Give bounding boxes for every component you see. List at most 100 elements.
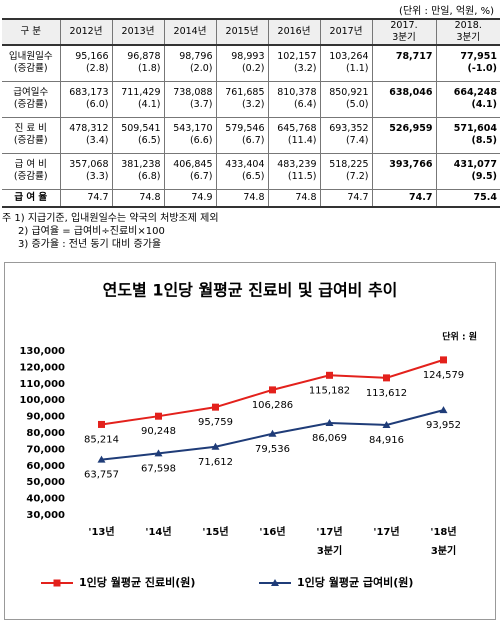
data-label: 67,598 [141,463,176,474]
cell-change: (-1.0) [467,63,497,75]
cell-change: (2.8) [85,63,109,75]
chart: 연도별 1인당 월평균 진료비 및 급여비 추이 단위 : 원 30,000 40… [19,281,477,590]
unit-note: (단위 : 만일, 억원, %) [399,6,494,17]
row-label: 급 여 율 [14,191,48,203]
cell-value: 638,046 [389,87,433,98]
marker [383,374,390,382]
table-cell: 78,717 [371,45,437,81]
cell-value: 95,166 [75,51,109,63]
header-cell: 구 분 [2,19,61,45]
table-cell: 483,239 (11.5) [267,153,321,189]
x-tick-label: '17년 [373,527,400,538]
cell-change: (7.2) [345,171,369,182]
cell-value: 711,429 [121,87,161,98]
cell-value: 75.4 [473,191,497,203]
table-cell: 579,546 (6.7) [215,117,269,153]
table-cell: 509,541 (6.5) [111,117,165,153]
data-label: 115,182 [309,385,350,396]
cell-value: 74.8 [295,191,317,203]
table-row: 급 여 비 (증감률) 357,068 (3.3) 381,238 (6.8) 406,84… [2,153,500,189]
row-sublabel: (증감률) [13,99,48,110]
table-cell: 810,378 (6.4) [267,81,321,117]
cell-value: 78,717 [395,51,433,63]
cell-value: 74.9 [191,191,213,203]
cell-value: 518,225 [329,159,369,170]
cell-value: 103,264 [329,51,369,63]
cell-value: 357,068 [69,159,109,170]
cell-value: 433,404 [225,159,265,170]
table-cell: 693,352 (7.4) [319,117,373,153]
cell-change: (8.5) [471,135,497,146]
cell-change: (4.1) [471,99,497,110]
cell-value: 393,766 [389,159,433,170]
cell-value: 810,378 [277,87,317,98]
chart-box: 연도별 1인당 월평균 진료비 및 급여비 추이 단위 : 원 30,000 40… [4,262,496,620]
marker [211,442,220,450]
cell-value: 483,239 [277,159,317,170]
cell-change: (9.5) [471,171,497,182]
y-tick-label: 50,000 [26,477,65,488]
header-cell: 2017년 [319,19,373,45]
cell-value: 74.8 [139,191,161,203]
cell-value: 850,921 [329,87,369,98]
y-tick-label: 60,000 [26,461,65,472]
data-label: 90,248 [141,426,176,437]
chart-title: 연도별 1인당 월평균 진료비 및 급여비 추이 [103,281,398,300]
marker [326,371,333,379]
data-label: 106,286 [252,400,293,411]
data-label: 79,536 [255,444,290,455]
table-cell: 761,685 (3.2) [215,81,269,117]
cell-value: 74.7 [87,191,109,203]
cell-value: 98,796 [179,51,213,63]
note: 주 1) 지급기준, 입내원일수는 약국의 처방조제 제외 [2,213,219,224]
note: 3) 증가율 : 전년 동기 대비 증가율 [18,239,162,250]
y-tick-label: 90,000 [26,412,65,423]
cell-value: 543,170 [173,123,213,134]
row-label-cell: 급 여 율 [2,189,61,207]
table-cell: 95,166 (2.8) [59,45,113,81]
cell-value: 102,157 [277,51,317,63]
y-tick-label: 130,000 [19,346,65,357]
table-cell: 75.4 [435,189,500,207]
table-cell: 74.7 [59,189,113,207]
table-cell: 664,248 (4.1) [435,81,500,117]
cell-value: 478,312 [69,123,109,134]
x-tick-label: '15년 [202,527,229,538]
row-label: 급 여 비 [14,159,47,170]
cell-value: 571,604 [453,123,497,134]
table-cell: 74.8 [111,189,165,207]
cell-value: 683,173 [69,87,109,98]
cell-change: (6.5) [241,171,265,182]
cell-change: (3.7) [189,99,213,110]
row-sublabel: (증감률) [13,135,48,146]
cell-change: (6.5) [137,135,161,146]
x-tick-label: '13년 [88,527,115,538]
table-cell: 738,088 (3.7) [163,81,217,117]
marker [98,420,105,428]
cell-value: 74.7 [347,191,369,203]
header-cell: 2017. 3분기 [371,19,437,45]
table-cell: 571,604 (8.5) [435,117,500,153]
marker [440,356,447,364]
cell-value: 431,077 [453,159,497,170]
table-cell: 711,429 (4.1) [111,81,165,117]
data-label: 95,759 [198,417,233,428]
legend-marker [53,579,61,587]
header-row: 구 분 2012년 2013년 2014년 2015년 2016년 2017년 2017. 3… [2,19,500,45]
cell-change: (3.3) [85,171,109,182]
legend-marker [271,579,279,586]
cell-change: (1.1) [345,63,369,75]
table-cell: 683,173 (6.0) [59,81,113,117]
table-cell: 102,157 (3.2) [267,45,321,81]
table-cell: 381,238 (6.8) [111,153,165,189]
data-label: 124,579 [423,370,464,381]
table-cell: 638,046 [371,81,437,117]
cell-change: (2.0) [189,63,213,75]
row-label-cell: 급 여 비 (증감률) [2,153,61,189]
cell-change: (6.7) [189,171,213,182]
legend-label: 1인당 월평균 급여비(원) [297,575,413,589]
cell-value: 96,878 [127,51,161,63]
x-tick-label: '14년 [145,527,172,538]
cell-spacer [376,99,433,111]
cell-change: (3.2) [293,63,317,75]
